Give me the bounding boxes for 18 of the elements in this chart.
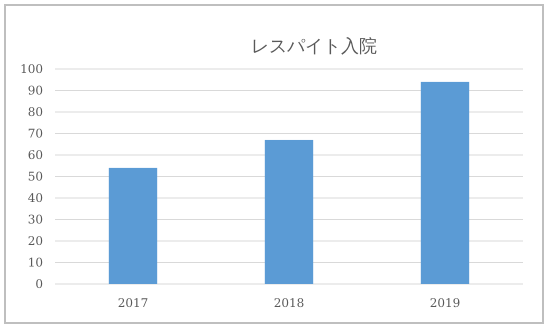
x-tick-label: 2018 bbox=[274, 296, 304, 310]
y-tick-label: 90 bbox=[28, 84, 43, 98]
bar bbox=[420, 82, 470, 284]
y-tick-label: 10 bbox=[28, 256, 43, 270]
y-tick-label: 60 bbox=[28, 148, 43, 162]
y-tick-label: 0 bbox=[35, 277, 43, 291]
y-tick-label: 40 bbox=[28, 191, 43, 205]
x-tick-label: 2019 bbox=[430, 296, 460, 310]
y-tick-label: 70 bbox=[28, 126, 43, 140]
y-tick-label: 50 bbox=[28, 170, 43, 184]
chart-title: レスパイト入院 bbox=[251, 36, 377, 57]
y-tick-label: 20 bbox=[28, 234, 43, 248]
y-tick-label: 80 bbox=[28, 105, 43, 119]
bar bbox=[264, 140, 314, 284]
x-tick-label: 2017 bbox=[118, 296, 148, 310]
bar bbox=[108, 168, 158, 284]
y-tick-label: 30 bbox=[28, 212, 43, 226]
y-tick-label: 100 bbox=[20, 62, 43, 76]
